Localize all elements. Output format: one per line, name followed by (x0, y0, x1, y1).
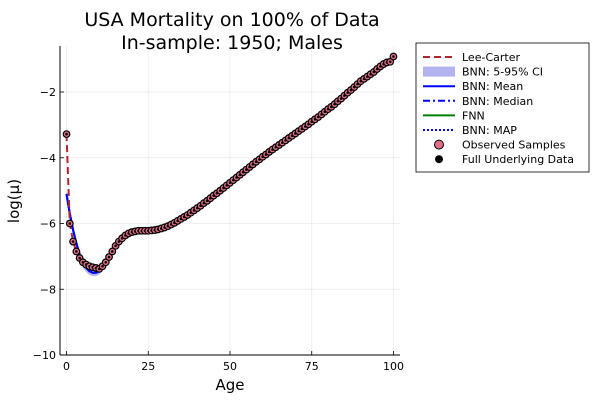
observed-markers (62, 52, 398, 273)
full-data-point (111, 250, 114, 253)
legend-swatch-marker (435, 155, 443, 164)
full-data-point (104, 261, 108, 264)
full-data-point (75, 250, 78, 253)
x-tick-label: 75 (305, 360, 319, 373)
full-data-point (392, 55, 395, 58)
full-data-point (68, 222, 72, 225)
legend-swatch-marker (434, 139, 444, 150)
legend-label: Lee-Carter (462, 51, 520, 64)
y-tick-label: −2 (40, 86, 56, 99)
y-tick-label: −4 (40, 152, 56, 165)
chart-title-line1: USA Mortality on 100% of Data (84, 9, 379, 31)
legend-label: Full Underlying Data (462, 153, 574, 166)
y-tick-label: −10 (33, 349, 56, 362)
legend-label: BNN: 5-95% CI (462, 66, 543, 79)
y-tick-label: −6 (40, 218, 56, 231)
full-data-point (107, 255, 111, 259)
full-data-point (114, 244, 117, 248)
legend-label: FNN (462, 109, 485, 122)
x-tick-label: 0 (63, 360, 70, 373)
full-data-point (388, 60, 392, 64)
full-data-point (71, 240, 75, 243)
x-tick-label: 100 (383, 360, 404, 373)
y-axis-title: log(μ) (5, 179, 23, 223)
legend-box (415, 42, 590, 173)
x-tick-label: 50 (223, 360, 237, 373)
full-data-point (101, 264, 104, 268)
legend-swatch-band (423, 66, 455, 77)
legend-label: BNN: Mean (462, 80, 523, 93)
legend-label: Observed Samples (462, 139, 566, 152)
full-data-point (78, 256, 81, 260)
y-tick-label: −8 (40, 283, 56, 296)
chart-title-line2: In-sample: 1950; Males (121, 32, 343, 54)
legend-label: BNN: MAP (462, 124, 517, 137)
tick-labels: 0 25 50 75 100 −10 −8 −6 −4 −2 (33, 86, 404, 373)
x-axis-title: Age (215, 376, 244, 394)
x-tick-label: 25 (141, 360, 155, 373)
legend-label: BNN: Median (462, 95, 533, 108)
full-data-point (65, 132, 68, 136)
